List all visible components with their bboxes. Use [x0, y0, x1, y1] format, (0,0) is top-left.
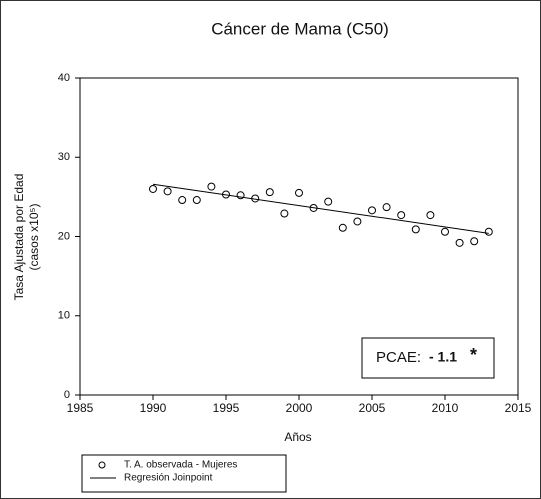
- data-point: [265, 188, 274, 197]
- annotation-box: [361, 337, 495, 379]
- y-tick-label: 10: [58, 310, 70, 322]
- x-tick-label: 1990: [140, 401, 167, 415]
- y-axis-label: (casos x10⁵): [27, 204, 41, 271]
- data-point: [178, 196, 187, 205]
- x-tick-label: 2005: [359, 401, 386, 415]
- x-tick-label: 1985: [67, 401, 94, 415]
- data-point: [338, 223, 347, 232]
- x-tick-label: 2010: [432, 401, 459, 415]
- data-point: [426, 211, 435, 220]
- regression-line: [152, 183, 489, 234]
- legend-label: T. A. observada - Mujeres: [124, 460, 237, 471]
- data-point: [397, 211, 406, 220]
- x-tick-label: 2015: [505, 401, 532, 415]
- x-axis-label: Años: [284, 430, 311, 444]
- data-point: [441, 227, 449, 236]
- data-point: [192, 196, 201, 205]
- y-tick-label: 20: [58, 230, 70, 242]
- data-point: [324, 197, 333, 206]
- data-point: [368, 206, 376, 215]
- data-point: [353, 217, 362, 226]
- data-point: [149, 184, 157, 193]
- annotation-label: PCAE:: [376, 349, 421, 366]
- data-point: [470, 237, 479, 246]
- data-point: [295, 188, 303, 197]
- data-point: [280, 209, 289, 218]
- annotation-value: - 1.1: [429, 349, 457, 365]
- legend-label: Regresión Joinpoint: [124, 473, 213, 484]
- x-tick-label: 1995: [213, 401, 240, 415]
- legend: [81, 454, 287, 493]
- y-tick-label: 0: [64, 389, 70, 401]
- legend-marker: [98, 461, 106, 469]
- data-point: [163, 187, 172, 196]
- y-axis-label: Tasa Ajustada por Edad: [12, 174, 26, 301]
- x-tick-label: 2000: [286, 401, 313, 415]
- data-point: [207, 182, 216, 191]
- data-point: [455, 238, 464, 247]
- y-tick-label: 40: [58, 72, 70, 84]
- annotation-mark: *: [470, 345, 477, 365]
- data-point: [382, 203, 391, 212]
- chart-title: Cáncer de Mama (C50): [211, 19, 389, 38]
- y-tick-label: 30: [58, 151, 70, 163]
- data-point: [411, 225, 420, 234]
- data-point: [484, 227, 493, 236]
